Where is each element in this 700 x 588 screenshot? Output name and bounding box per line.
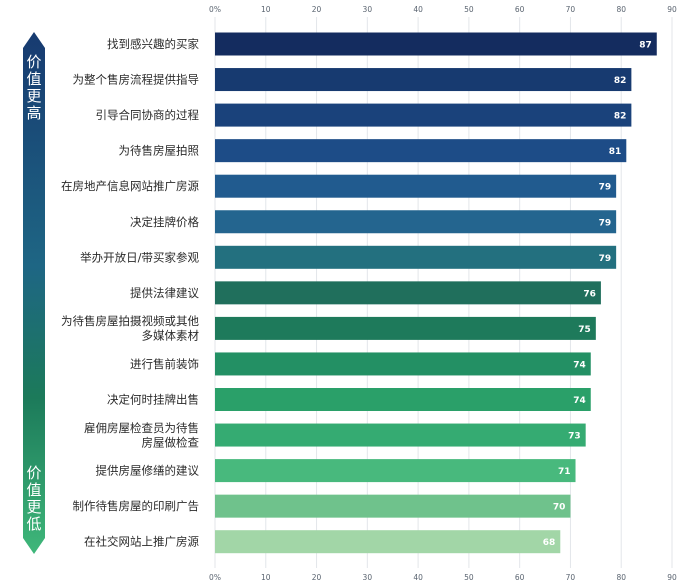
category-label: 进行售前装饰 [130,357,199,371]
x-tick-label-top: 10 [261,5,271,14]
category-label: 提供房屋修缮的建议 [96,464,200,478]
category-label: 为待售房屋拍摄视频或其他 [61,314,199,328]
value-label: 71 [558,467,571,477]
x-tick-label-top: 40 [413,5,423,14]
bottom-arrow-char-3: 低 [26,515,41,533]
category-label: 决定何时挂牌出售 [107,393,199,407]
x-tick-label-top: 20 [312,5,322,14]
value-label: 70 [553,503,566,513]
bar [215,316,596,340]
bar [215,352,591,376]
x-tick-label-bottom: 30 [363,573,373,582]
bar [215,139,627,163]
category-label: 雇佣房屋检查员为待售 [84,421,199,435]
bottom-arrow-char-2: 更 [26,498,41,516]
x-tick-label-bottom: 60 [515,573,525,582]
x-tick-label-top: 70 [566,5,576,14]
bar [215,103,632,127]
bars [215,32,657,554]
bar [215,281,601,305]
value-label: 68 [543,538,556,548]
bar [215,32,657,56]
value-label: 74 [573,360,586,370]
category-label: 房屋做检查 [142,435,200,449]
category-label: 为待售房屋拍照 [119,144,200,158]
top-arrow-char-3: 高 [26,104,41,122]
x-tick-label-top: 0% [209,5,221,14]
value-label: 76 [583,289,596,299]
top-arrow-char-2: 更 [26,87,41,105]
top-axis-ticks: 0% 10 20 30 40 50 60 70 80 90 [209,5,677,14]
bottom-arrow-char-0: 价 [26,464,41,482]
x-tick-label-bottom: 70 [566,573,576,582]
category-labels: 找到感兴趣的买家为整个售房流程提供指导引导合同协商的过程为待售房屋拍照在房地产信… [61,37,199,549]
value-label: 87 [639,41,652,51]
x-tick-label-bottom: 20 [312,573,322,582]
x-tick-label-top: 50 [464,5,474,14]
bar [215,210,617,234]
value-label: 75 [578,325,591,335]
bar [215,530,561,554]
bar [215,174,617,198]
value-label: 79 [599,254,612,264]
category-label: 为整个售房流程提供指导 [73,73,200,87]
x-tick-label-top: 30 [363,5,373,14]
x-tick-label-top: 60 [515,5,525,14]
bar [215,68,632,92]
bar [215,459,576,483]
x-tick-label-bottom: 50 [464,573,474,582]
top-arrow-char-1: 值 [26,70,41,88]
bar [215,494,571,518]
category-label: 决定挂牌价格 [130,215,199,229]
category-label: 提供法律建议 [130,286,199,300]
value-labels: 87 82 82 81 79 79 79 76 75 74 74 73 71 70 68 [543,41,652,549]
x-tick-label-bottom: 80 [616,573,626,582]
category-label: 在社交网站上推广房源 [84,535,199,549]
x-tick-label-top: 90 [667,5,677,14]
bottom-axis-ticks: 0% 10 20 30 40 50 60 70 80 90 [209,573,677,582]
value-label: 73 [568,432,581,442]
x-tick-label-bottom: 10 [261,573,271,582]
x-tick-label-bottom: 90 [667,573,677,582]
category-label: 在房地产信息网站推广房源 [61,179,199,193]
value-label: 74 [573,396,586,406]
x-tick-label-bottom: 0% [209,573,221,582]
top-arrow-char-0: 价 [26,53,41,71]
bar [215,388,591,411]
x-tick-label-top: 80 [616,5,626,14]
x-tick-label-bottom: 40 [413,573,423,582]
bar [215,423,586,447]
category-label: 多媒体素材 [142,329,200,343]
value-label: 79 [599,183,612,193]
bottom-arrow-char-1: 值 [26,481,41,499]
category-label: 制作待售房屋的印刷广告 [73,499,200,513]
value-arrow-shape [23,32,45,554]
category-label: 举办开放日/带买家参观 [80,250,199,264]
bar [215,245,617,269]
value-label: 82 [614,112,627,122]
category-label: 找到感兴趣的买家 [107,37,199,51]
value-label: 82 [614,76,627,86]
value-label: 81 [609,147,622,157]
value-label: 79 [599,218,612,228]
value-scale-arrow: 价 值 更 高 价 值 更 低 [23,32,45,554]
category-label: 引导合同协商的过程 [96,108,200,122]
